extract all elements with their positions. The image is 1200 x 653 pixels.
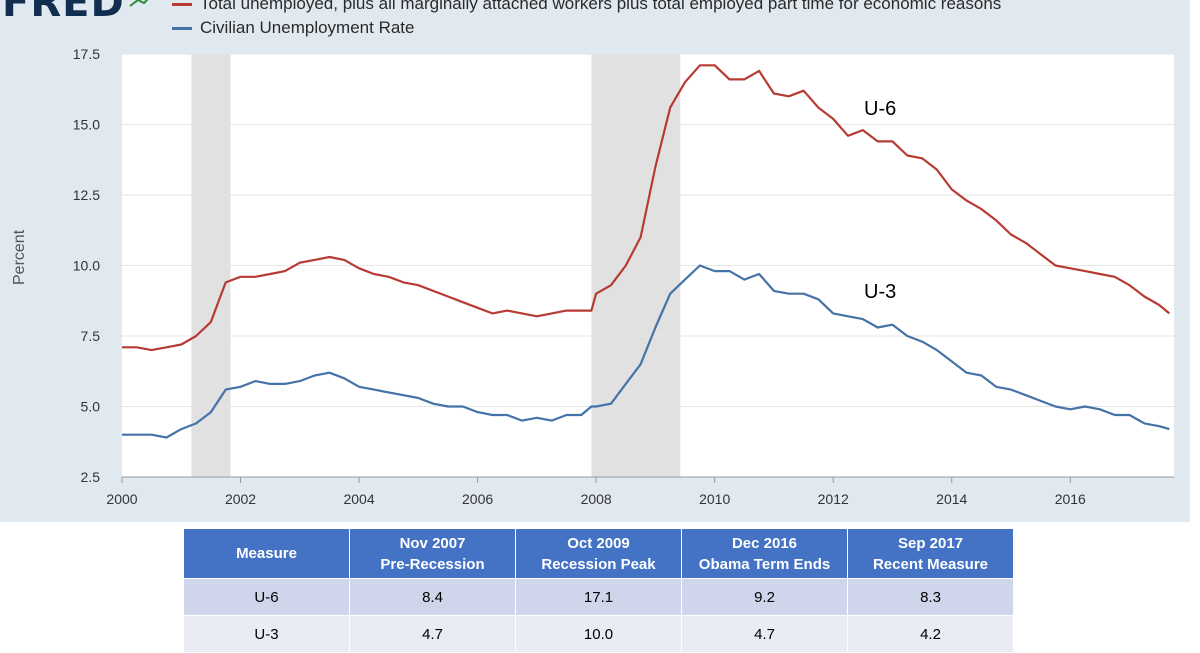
table-cell: 4.2 xyxy=(847,615,1014,653)
series-line-u-3 xyxy=(122,264,1170,439)
fred-logo: FRED xyxy=(2,0,125,26)
series-annotation: U-6 xyxy=(864,98,896,120)
x-tick-label: 2000 xyxy=(106,491,137,507)
fred-graph-icon xyxy=(129,0,149,7)
header-line: Dec 2016 xyxy=(731,534,798,552)
header-line: Obama Term Ends xyxy=(698,555,831,573)
table-cell: 4.7 xyxy=(681,615,848,653)
header-line: Nov 2007 xyxy=(399,534,466,552)
x-tick-label: 2012 xyxy=(818,491,849,507)
header-line: Measure xyxy=(236,545,297,562)
legend-label-u6: Total unemployed, plus all marginally at… xyxy=(200,0,1002,13)
y-tick-label: 7.5 xyxy=(81,328,101,344)
series-line-u-6 xyxy=(122,64,1171,352)
x-tick-label: 2016 xyxy=(1055,491,1086,507)
table-cell: 17.1 xyxy=(515,578,682,616)
header-line: Recession Peak xyxy=(541,555,656,573)
table-cell: U-3 xyxy=(183,615,350,653)
legend-label-u3: Civilian Unemployment Rate xyxy=(200,18,415,37)
header-sep-2017: Sep 2017 Recent Measure xyxy=(847,528,1014,579)
legend-swatch-u3 xyxy=(172,27,192,31)
table-cell: U-6 xyxy=(183,578,350,616)
series-annotation: U-3 xyxy=(864,281,896,303)
header-nov-2007: Nov 2007 Pre-Recession xyxy=(349,528,516,579)
table-row: U-6 8.4 17.1 9.2 8.3 xyxy=(183,578,1014,616)
table-row: U-3 4.7 10.0 4.7 4.2 xyxy=(183,615,1014,653)
y-tick-label: 15.0 xyxy=(73,117,100,133)
x-tick-label: 2006 xyxy=(462,491,493,507)
x-tick-label: 2010 xyxy=(699,491,730,507)
y-tick-label: 17.5 xyxy=(73,46,100,62)
legend-swatch-u6 xyxy=(172,3,192,7)
header-line: Recent Measure xyxy=(872,555,989,573)
chart-legend: Total unemployed, plus all marginally at… xyxy=(172,0,1172,40)
x-tick-label: 2004 xyxy=(343,491,374,507)
x-tick-label: 2008 xyxy=(581,491,612,507)
y-tick-label: 12.5 xyxy=(73,187,100,203)
table-cell: 9.2 xyxy=(681,578,848,616)
table-cell: 4.7 xyxy=(349,615,516,653)
table-cell: 10.0 xyxy=(515,615,682,653)
table-cell: 8.4 xyxy=(349,578,516,616)
table-cell: 8.3 xyxy=(847,578,1014,616)
y-tick-label: 2.5 xyxy=(81,469,101,485)
x-tick-label: 2002 xyxy=(225,491,256,507)
legend-entry-u6: Total unemployed, plus all marginally at… xyxy=(172,0,1172,16)
header-oct-2009: Oct 2009 Recession Peak xyxy=(515,528,682,579)
header-measure: Measure xyxy=(183,528,350,579)
line-chart: 2.5 5.0 7.5 10.0 12.5 15.0 17.5 2000 2002 2004 200… xyxy=(73,46,1174,507)
y-tick-label: 5.0 xyxy=(81,399,101,415)
x-tick-label: 2014 xyxy=(936,491,967,507)
legend-entry-u3: Civilian Unemployment Rate xyxy=(172,16,1172,40)
comparison-table: Measure Nov 2007 Pre-Recession Oct 2009 Re… xyxy=(183,528,1014,653)
table-header-row: Measure Nov 2007 Pre-Recession Oct 2009 Re… xyxy=(183,528,1014,579)
header-line: Oct 2009 xyxy=(567,534,630,552)
header-dec-2016: Dec 2016 Obama Term Ends xyxy=(681,528,848,579)
header-line: Sep 2017 xyxy=(897,534,964,552)
header-line: Pre-Recession xyxy=(380,555,485,573)
chart-panel: FRED Total unemployed, plus all marginal… xyxy=(0,0,1190,522)
y-tick-label: 10.0 xyxy=(73,258,100,274)
